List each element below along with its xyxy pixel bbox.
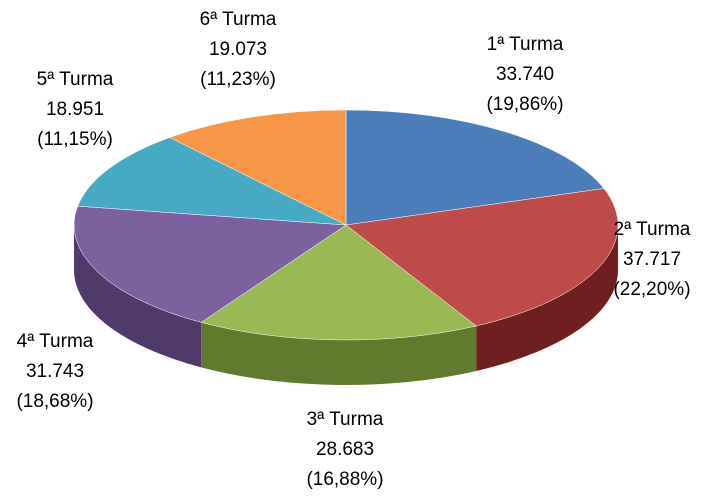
slice-label: 5ª Turma bbox=[37, 69, 114, 90]
percent-label: (22,20%) bbox=[613, 279, 690, 300]
value-label: 28.683 bbox=[316, 439, 374, 460]
pie-side bbox=[201, 322, 477, 385]
slice-label: 3ª Turma bbox=[307, 409, 384, 430]
value-label: 37.717 bbox=[623, 249, 681, 270]
value-label: 31.743 bbox=[26, 361, 84, 382]
pie-slice bbox=[200, 224, 477, 341]
value-label: 18.951 bbox=[46, 99, 104, 120]
pie-slice bbox=[345, 188, 619, 327]
slice-label: 1ª Turma bbox=[487, 34, 564, 55]
slice-label: 2ª Turma bbox=[614, 219, 691, 240]
percent-label: (16,88%) bbox=[306, 469, 383, 490]
percent-label: (18,68%) bbox=[16, 391, 93, 412]
value-label: 33.740 bbox=[496, 64, 554, 85]
pie-slice bbox=[73, 205, 347, 323]
pie-slice bbox=[169, 109, 347, 226]
pie-side bbox=[74, 225, 202, 368]
percent-label: (11,23%) bbox=[200, 69, 276, 90]
pie-slice bbox=[345, 109, 605, 226]
slice-label: 6ª Turma bbox=[200, 9, 277, 30]
pie-side bbox=[476, 225, 618, 371]
value-label: 19.073 bbox=[209, 39, 267, 60]
pie-slice bbox=[77, 137, 347, 226]
percent-label: (19,86%) bbox=[486, 94, 563, 115]
slice-label: 4ª Turma bbox=[17, 331, 94, 352]
percent-label: (11,15%) bbox=[37, 129, 113, 150]
